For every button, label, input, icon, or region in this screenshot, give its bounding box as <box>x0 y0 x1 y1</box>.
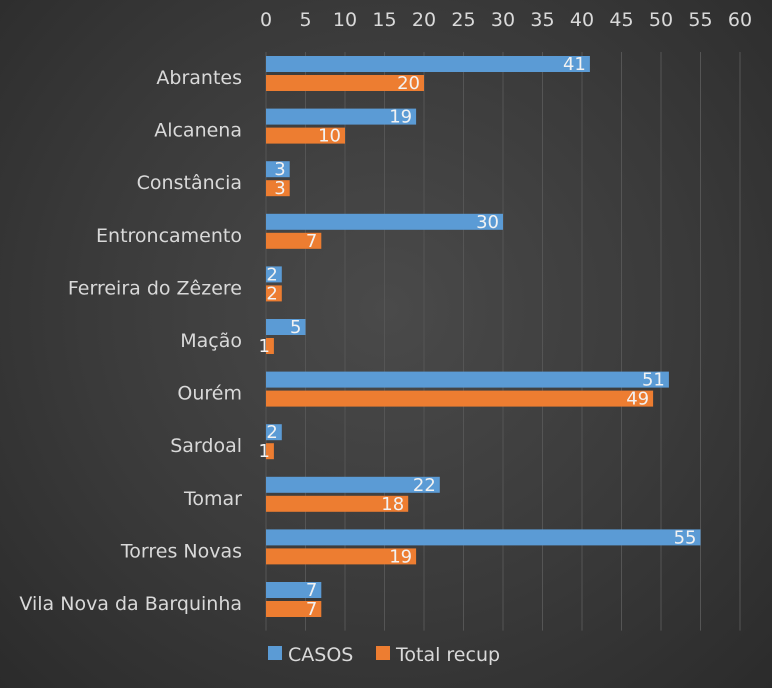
bar-total-recup <box>266 232 322 249</box>
x-tick-label: 30 <box>491 9 515 31</box>
x-tick-label: 25 <box>451 9 475 31</box>
data-label: 10 <box>318 126 341 147</box>
x-tick-label: 60 <box>728 9 752 31</box>
bar-casos <box>266 529 701 546</box>
data-label: 7 <box>306 580 317 601</box>
bar-total-recup <box>266 127 345 144</box>
x-tick-label: 35 <box>530 9 554 31</box>
bar-casos <box>266 371 669 388</box>
data-label: 1 <box>258 441 269 462</box>
data-label: 5 <box>290 317 301 338</box>
bar-casos <box>266 108 417 125</box>
category-label: Entroncamento <box>96 225 242 247</box>
category-label: Torres Novas <box>120 540 242 562</box>
bar-casos <box>266 319 306 335</box>
data-label: 22 <box>413 475 436 496</box>
category-label: Sardoal <box>170 435 242 457</box>
data-label: 7 <box>306 599 317 620</box>
bar-total-recup <box>266 601 322 617</box>
data-label: 2 <box>266 422 277 443</box>
x-tick-label: 20 <box>412 9 436 31</box>
bar-casos <box>266 56 590 72</box>
category-label: Constância <box>137 172 242 194</box>
data-label: 7 <box>306 231 317 252</box>
data-label: 19 <box>389 107 412 128</box>
data-label: 2 <box>266 264 277 285</box>
legend-label: CASOS <box>288 644 353 666</box>
x-tick-label: 5 <box>299 9 311 31</box>
data-label: 1 <box>258 336 269 357</box>
data-label: 51 <box>642 370 665 391</box>
data-label: 19 <box>389 546 412 567</box>
data-label: 20 <box>397 73 420 94</box>
bar-casos <box>266 424 282 441</box>
bar-total-recup <box>266 285 282 302</box>
bar-total-recup <box>266 548 417 565</box>
bar-casos <box>266 582 322 598</box>
data-label: 2 <box>266 283 277 304</box>
legend: CASOS Total recup <box>268 644 500 666</box>
bar-total-recup <box>266 338 274 354</box>
x-tick-label: 50 <box>649 9 673 31</box>
x-tick-label: 55 <box>688 9 712 31</box>
category-label: Ourém <box>177 383 242 405</box>
bar-total-recup <box>266 75 424 91</box>
x-tick-label: 40 <box>570 9 594 31</box>
x-axis: 0 5 10 15 20 25 30 35 40 45 50 55 60 <box>260 9 752 31</box>
y-axis: Abrantes Alcanena Constância Entroncamento F… <box>19 67 242 615</box>
data-label: 55 <box>674 527 697 548</box>
category-label: Ferreira do Zêzere <box>68 277 242 299</box>
category-label: Vila Nova da Barquinha <box>19 593 242 615</box>
bar-casos <box>266 161 290 178</box>
category-label: Abrantes <box>156 67 242 89</box>
bar-total-recup <box>266 495 409 512</box>
x-tick-label: 0 <box>260 9 272 31</box>
data-label: 49 <box>626 389 649 410</box>
x-tick-label: 15 <box>372 9 396 31</box>
category-label: Mação <box>180 330 242 352</box>
data-label: 30 <box>476 212 499 233</box>
legend-swatch <box>376 646 390 660</box>
bar-total-recup <box>266 390 654 407</box>
x-tick-label: 10 <box>333 9 357 31</box>
bar-casos <box>266 476 440 493</box>
category-label: Alcanena <box>154 120 242 142</box>
bar-casos <box>266 266 282 283</box>
bar-total-recup <box>266 443 274 460</box>
data-label: 41 <box>563 54 586 75</box>
legend-label: Total recup <box>395 644 500 666</box>
bar-total-recup <box>266 180 290 197</box>
data-label: 3 <box>274 159 285 180</box>
data-label: 18 <box>381 494 404 515</box>
x-tick-label: 45 <box>609 9 633 31</box>
bar-casos <box>266 213 503 230</box>
category-label: Tomar <box>183 488 242 510</box>
data-label: 3 <box>274 178 285 199</box>
legend-swatch <box>268 646 282 660</box>
